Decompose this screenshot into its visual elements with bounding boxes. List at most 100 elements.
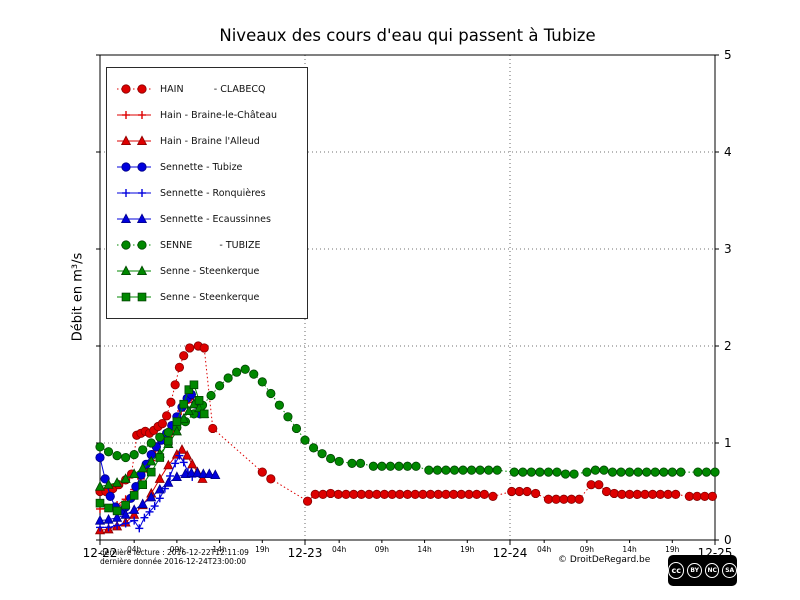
- circle-marker-icon: [129, 450, 139, 460]
- triangle-marker-icon: [103, 479, 114, 489]
- circle-marker-icon: [121, 84, 131, 94]
- circle-marker-icon: [334, 456, 344, 467]
- circle-marker-icon: [155, 432, 165, 442]
- triangle-marker-icon: [146, 491, 157, 502]
- triangle-marker-icon: [186, 467, 197, 478]
- circle-marker-icon: [648, 489, 658, 500]
- circle-marker-icon: [214, 381, 225, 391]
- circle-marker-icon: [274, 400, 284, 410]
- circle-marker-icon: [112, 451, 122, 461]
- triangle-marker-icon: [197, 473, 208, 483]
- circle-marker-icon: [484, 465, 494, 475]
- circle-marker-icon: [166, 397, 176, 407]
- legend-label: Hain - Braine-le-Château: [160, 109, 278, 121]
- triangle-marker-icon: [120, 509, 131, 519]
- legend-label: HAIN - CLABECQ: [160, 83, 266, 95]
- triangle-marker-icon: [120, 135, 132, 146]
- circle-marker-icon: [206, 390, 216, 401]
- circle-marker-icon: [95, 442, 105, 452]
- series-6: [94, 467, 221, 525]
- copyright-text: © DroitDeRegard.be: [558, 555, 651, 565]
- legend-swatch: [117, 292, 151, 302]
- circle-marker-icon: [650, 467, 660, 477]
- circle-marker-icon: [475, 465, 485, 475]
- x-tick-label: 14h: [622, 545, 637, 554]
- circle-marker-icon: [394, 461, 404, 471]
- circle-marker-icon: [100, 474, 110, 484]
- triangle-marker-icon: [94, 480, 106, 491]
- circle-marker-icon: [266, 388, 276, 399]
- series-7: [95, 364, 720, 479]
- y-tick-label: 1: [724, 436, 732, 450]
- triangle-marker-icon: [154, 473, 165, 483]
- circle-marker-icon: [707, 491, 718, 501]
- legend-item: Senne - Steenkerque: [115, 258, 299, 284]
- circle-marker-icon: [479, 489, 489, 500]
- triangle-marker-icon: [129, 504, 140, 514]
- x-tick-label: 09h: [170, 545, 185, 554]
- triangle-marker-icon: [204, 468, 215, 479]
- square-marker-icon: [121, 292, 131, 302]
- legend-label: SENNE - TUBIZE: [160, 239, 261, 251]
- circle-marker-icon: [308, 443, 319, 453]
- chart-title: Niveaux des cours d'eau qui passent à Tu…: [219, 26, 596, 45]
- x-tick-label: 19h: [460, 545, 475, 554]
- legend-swatch: [117, 162, 151, 172]
- legend-item: HAIN - CLABECQ: [115, 76, 299, 102]
- circle-marker-icon: [509, 467, 519, 477]
- circle-marker-icon: [185, 343, 195, 353]
- circle-marker-icon: [574, 494, 584, 504]
- last-read-note: dernière lecture : 2016-12-22T12:11:09: [100, 548, 249, 557]
- triangle-marker-icon: [210, 469, 221, 480]
- circle-marker-icon: [170, 380, 180, 390]
- circle-marker-icon: [710, 467, 720, 477]
- legend-swatch: [117, 265, 151, 276]
- triangle-marker-icon: [112, 512, 123, 522]
- circle-marker-icon: [240, 364, 250, 374]
- circle-marker-icon: [411, 461, 421, 471]
- legend-swatch: [117, 111, 151, 119]
- circle-marker-icon: [456, 489, 466, 500]
- square-marker-icon: [129, 491, 139, 500]
- y-axis-label: Débit en m³/s: [70, 252, 86, 342]
- x-tick-label: 14h: [417, 545, 432, 554]
- y-tick-label: 5: [724, 48, 732, 62]
- circle-marker-icon: [291, 423, 302, 434]
- circle-marker-icon: [466, 465, 477, 475]
- circle-marker-icon: [492, 465, 502, 475]
- cc-license-badge[interactable]: cc BY NC SA: [668, 555, 737, 586]
- circle-marker-icon: [464, 489, 474, 500]
- cc-nc-icon: NC: [704, 563, 720, 578]
- circle-marker-icon: [266, 474, 276, 484]
- legend-item: Hain - Braine l'Alleud: [115, 128, 299, 154]
- circle-marker-icon: [249, 369, 259, 379]
- circle-marker-icon: [333, 489, 343, 500]
- series-5: [96, 451, 197, 533]
- circle-marker-icon: [326, 488, 336, 499]
- triangle-marker-icon: [183, 405, 194, 415]
- circle-marker-icon: [379, 489, 390, 500]
- triangle-marker-icon: [154, 483, 165, 494]
- square-marker-icon: [138, 480, 148, 490]
- triangle-marker-icon: [146, 455, 157, 466]
- circle-marker-icon: [137, 240, 147, 250]
- circle-marker-icon: [507, 486, 517, 497]
- circle-marker-icon: [472, 489, 482, 500]
- circle-marker-icon: [543, 467, 554, 477]
- circle-marker-icon: [671, 489, 681, 500]
- circle-marker-icon: [424, 465, 434, 475]
- legend-label: Hain - Braine l'Alleud: [160, 135, 260, 147]
- x-tick-label: 14h: [212, 545, 227, 554]
- circle-marker-icon: [607, 467, 618, 477]
- y-tick-label: 2: [724, 339, 732, 353]
- circle-marker-icon: [341, 489, 351, 500]
- square-marker-icon: [172, 417, 182, 426]
- x-tick-label: 12-22: [83, 546, 118, 560]
- circle-marker-icon: [349, 489, 359, 500]
- circle-marker-icon: [663, 489, 673, 500]
- triangle-marker-icon: [198, 468, 209, 479]
- circle-marker-icon: [302, 496, 313, 506]
- legend: HAIN - CLABECQ Hain - Braine-le-Château Ha…: [106, 67, 308, 319]
- last-data-note: dernière donnée 2016-12-24T23:00:00: [100, 557, 247, 566]
- circle-marker-icon: [458, 465, 468, 475]
